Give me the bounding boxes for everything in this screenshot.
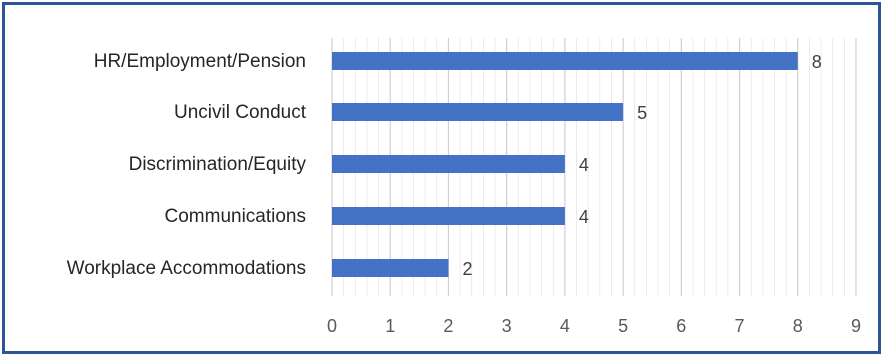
category-label: Uncivil Conduct (174, 102, 307, 123)
bar (332, 207, 565, 225)
category-label: Discrimination/Equity (129, 154, 307, 175)
x-tick-label: 9 (851, 316, 861, 336)
data-label: 4 (579, 207, 589, 227)
bar (332, 52, 798, 70)
data-label: 2 (462, 259, 472, 279)
x-tick-label: 6 (676, 316, 686, 336)
data-labels: 8 5 4 4 2 (462, 52, 821, 279)
bar (332, 155, 565, 173)
bars (332, 52, 798, 277)
x-tick-label: 8 (793, 316, 803, 336)
bar (332, 103, 624, 121)
category-label: HR/Employment/Pension (94, 51, 306, 72)
category-label: Communications (165, 206, 307, 227)
data-label: 8 (812, 52, 822, 72)
x-tick-label: 0 (327, 316, 337, 336)
category-label: Workplace Accommodations (67, 258, 306, 279)
x-tick-label: 7 (735, 316, 745, 336)
x-tick-label: 4 (560, 316, 570, 336)
category-labels: HR/Employment/Pension Uncivil Conduct Disc… (67, 51, 307, 279)
x-axis-ticks: 0 1 2 3 4 5 6 7 8 9 (327, 316, 861, 336)
x-tick-label: 2 (443, 316, 453, 336)
x-tick-label: 1 (385, 316, 395, 336)
data-label: 4 (579, 155, 589, 175)
data-label: 5 (637, 103, 647, 123)
bar (332, 259, 449, 277)
x-tick-label: 3 (502, 316, 512, 336)
x-tick-label: 5 (618, 316, 628, 336)
